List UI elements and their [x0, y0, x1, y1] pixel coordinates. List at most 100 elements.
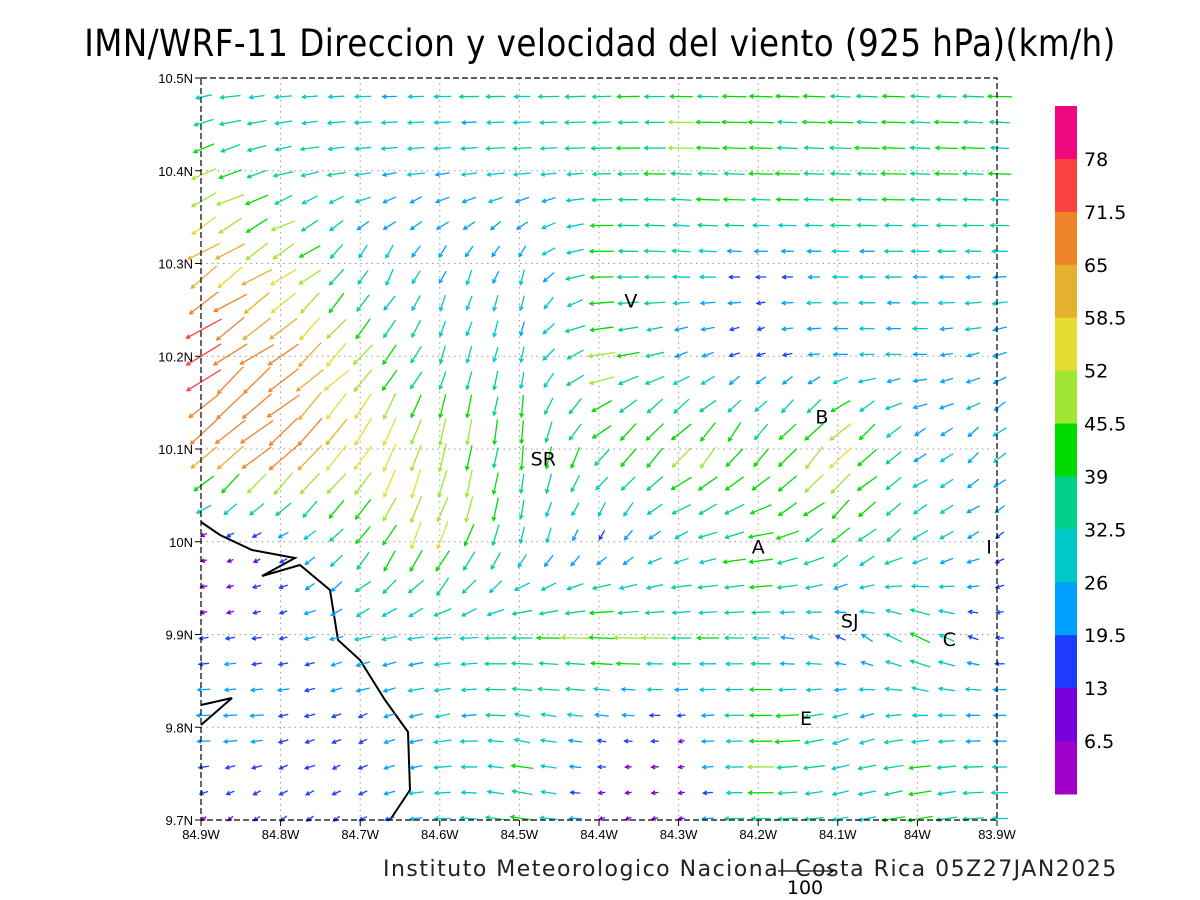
wind-arrow-shaft — [935, 147, 958, 150]
wind-arrow-shaft — [541, 790, 557, 795]
wind-arrow-shaft — [645, 610, 665, 614]
wind-arrow — [617, 119, 639, 125]
wind-arrow — [909, 197, 931, 202]
wind-arrow-shaft — [647, 398, 664, 414]
wind-arrow-shaft — [885, 585, 903, 588]
wind-arrow-shaft — [754, 423, 769, 440]
wind-arrow-head — [433, 661, 439, 667]
wind-arrow-head — [331, 739, 337, 745]
wind-arrow — [438, 418, 447, 447]
wind-arrow — [859, 555, 875, 567]
wind-arrow-head — [591, 407, 597, 412]
wind-arrow-shaft — [520, 346, 525, 363]
wind-arrow-head — [857, 461, 863, 467]
wind-arrow-head — [216, 464, 222, 470]
wind-arrow-head — [807, 634, 813, 640]
wind-arrow — [648, 712, 661, 718]
wind-arrow-shaft — [992, 301, 1008, 305]
wind-arrow-head — [885, 433, 892, 438]
wind-arrow-shaft — [993, 376, 1007, 384]
wind-arrow — [433, 608, 452, 617]
wind-arrow-shaft — [328, 95, 345, 98]
wind-arrow-shaft — [749, 558, 773, 563]
wind-arrow-head — [856, 171, 862, 177]
wind-arrow-head — [748, 145, 754, 151]
wind-arrow-shaft — [274, 472, 294, 495]
wind-arrow — [304, 556, 316, 566]
wind-arrow-head — [277, 713, 283, 719]
wind-arrow-shaft — [465, 469, 473, 497]
wind-arrow — [410, 394, 422, 419]
wind-arrow — [383, 295, 396, 311]
wind-arrow-shaft — [832, 790, 849, 796]
wind-arrow — [540, 582, 557, 591]
wind-arrow — [619, 399, 638, 413]
wind-arrow — [325, 418, 348, 446]
wind-arrow-head — [356, 225, 362, 231]
wind-arrow-shaft — [671, 584, 692, 589]
y-tick-label: 10.4N — [158, 164, 193, 179]
wind-arrow-head — [646, 486, 652, 492]
wind-arrow-head — [357, 279, 363, 285]
wind-arrow-head — [965, 712, 971, 718]
wind-arrow-shaft — [466, 295, 473, 310]
wind-arrow — [670, 423, 692, 441]
wind-arrow-shaft — [242, 317, 272, 340]
wind-arrow-shaft — [328, 499, 345, 519]
wind-arrow-shaft — [673, 398, 690, 414]
wind-arrow — [671, 274, 691, 280]
wind-arrow-head — [300, 308, 306, 314]
wind-arrow-head — [491, 489, 497, 496]
wind-arrow-shaft — [437, 520, 449, 549]
wind-arrow-shaft — [460, 817, 479, 820]
wind-arrow-head — [748, 559, 754, 565]
wind-arrow-shaft — [936, 198, 957, 201]
wind-arrow-shaft — [434, 146, 452, 150]
wind-arrow-head — [519, 439, 525, 445]
wind-arrow — [698, 610, 717, 616]
wind-arrow-head — [886, 378, 892, 384]
wind-arrow — [539, 738, 557, 743]
wind-arrow-head — [518, 280, 524, 286]
wind-arrow — [780, 300, 794, 306]
wind-arrow — [222, 738, 237, 744]
wind-arrow — [721, 93, 747, 99]
wind-arrow — [510, 661, 533, 666]
wind-arrow-head — [857, 300, 864, 306]
wind-arrow-shaft — [384, 790, 396, 795]
wind-arrow-head — [354, 198, 360, 204]
wind-arrow — [326, 342, 347, 367]
wind-arrow — [460, 120, 477, 126]
wind-arrow — [616, 94, 640, 100]
wind-arrow-shaft — [512, 688, 533, 692]
wind-arrow — [803, 145, 825, 151]
wind-arrow-head — [857, 274, 863, 280]
wind-arrow — [358, 244, 368, 259]
wind-arrow-head — [354, 587, 360, 593]
wind-arrow-shaft — [968, 610, 979, 614]
wind-arrow-shaft — [616, 662, 641, 665]
wind-arrow — [911, 529, 929, 540]
wind-arrow-shaft — [963, 172, 984, 175]
wind-arrow — [673, 557, 689, 565]
wind-arrow-head — [880, 171, 886, 177]
wind-arrow-head — [407, 790, 414, 796]
wind-arrow-head — [329, 254, 335, 260]
wind-arrow-head — [381, 172, 387, 178]
wind-arrow — [727, 422, 742, 443]
wind-arrow-head — [298, 415, 303, 421]
wind-arrow-shaft — [804, 423, 824, 441]
wind-arrow-shaft — [886, 609, 902, 615]
wind-arrow-head — [328, 513, 334, 519]
wind-arrow-head — [459, 815, 465, 821]
wind-arrow-head — [755, 352, 762, 358]
wind-arrow — [723, 171, 745, 177]
wind-arrow — [303, 764, 316, 770]
wind-arrow-head — [511, 635, 517, 641]
wind-arrow — [463, 524, 475, 547]
wind-arrow — [940, 427, 954, 437]
wind-arrow — [323, 369, 350, 391]
wind-arrow-head — [225, 584, 232, 589]
wind-arrow — [331, 738, 342, 745]
wind-arrow — [185, 318, 222, 339]
